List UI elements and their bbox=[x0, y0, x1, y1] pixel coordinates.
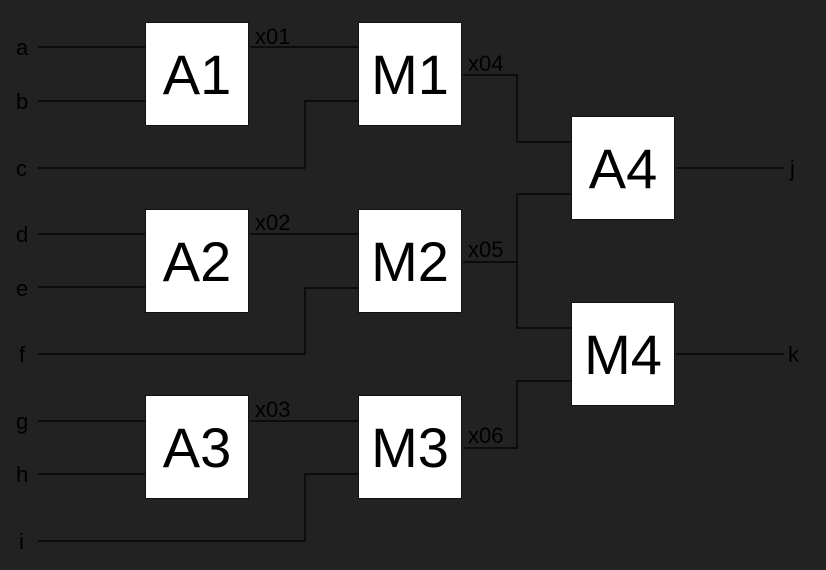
input-label-h: h bbox=[16, 462, 29, 487]
signal-label-x04: x04 bbox=[468, 51, 504, 76]
signal-label-x03: x03 bbox=[255, 397, 291, 422]
input-label-e: e bbox=[16, 276, 29, 301]
input-label-f: f bbox=[19, 342, 26, 367]
wire-f-to-M2 bbox=[38, 287, 358, 355]
input-label-c: c bbox=[16, 156, 27, 181]
input-label-d: d bbox=[16, 222, 29, 247]
wire-x05-to-A4 bbox=[463, 193, 571, 263]
signal-label-x01: x01 bbox=[255, 24, 291, 49]
wire-x04 bbox=[463, 74, 571, 143]
signal-label-x05: x05 bbox=[468, 237, 504, 262]
input-label-i: i bbox=[19, 529, 24, 554]
block-A2: A2 bbox=[145, 209, 249, 313]
wire-x05-to-M4 bbox=[516, 262, 571, 329]
block-M4: M4 bbox=[571, 302, 675, 406]
wire-c-to-M1 bbox=[38, 100, 358, 169]
wire-x06 bbox=[463, 380, 571, 449]
block-M3: M3 bbox=[358, 395, 462, 499]
input-label-g: g bbox=[16, 409, 29, 434]
block-A1: A1 bbox=[145, 22, 249, 126]
output-label-j: j bbox=[790, 156, 795, 181]
wire-i-to-M3 bbox=[38, 473, 358, 542]
input-label-a: a bbox=[16, 35, 29, 60]
block-A4: A4 bbox=[571, 116, 675, 220]
signal-label-x06: x06 bbox=[468, 423, 504, 448]
block-M1: M1 bbox=[358, 22, 462, 126]
block-A3: A3 bbox=[145, 395, 249, 499]
block-M2: M2 bbox=[358, 209, 462, 313]
output-label-k: k bbox=[788, 342, 799, 367]
signal-label-x02: x02 bbox=[255, 210, 291, 235]
input-label-b: b bbox=[16, 89, 29, 114]
